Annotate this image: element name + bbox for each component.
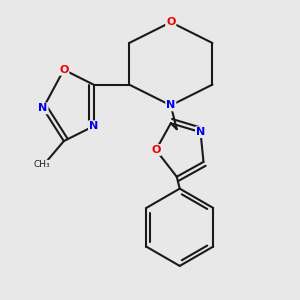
Text: O: O [166, 17, 176, 27]
Text: CH₃: CH₃ [33, 160, 50, 169]
Text: N: N [89, 121, 98, 131]
Text: N: N [166, 100, 176, 110]
Text: O: O [59, 65, 68, 75]
Text: N: N [196, 127, 205, 137]
Text: N: N [38, 103, 48, 113]
Text: O: O [151, 145, 160, 155]
